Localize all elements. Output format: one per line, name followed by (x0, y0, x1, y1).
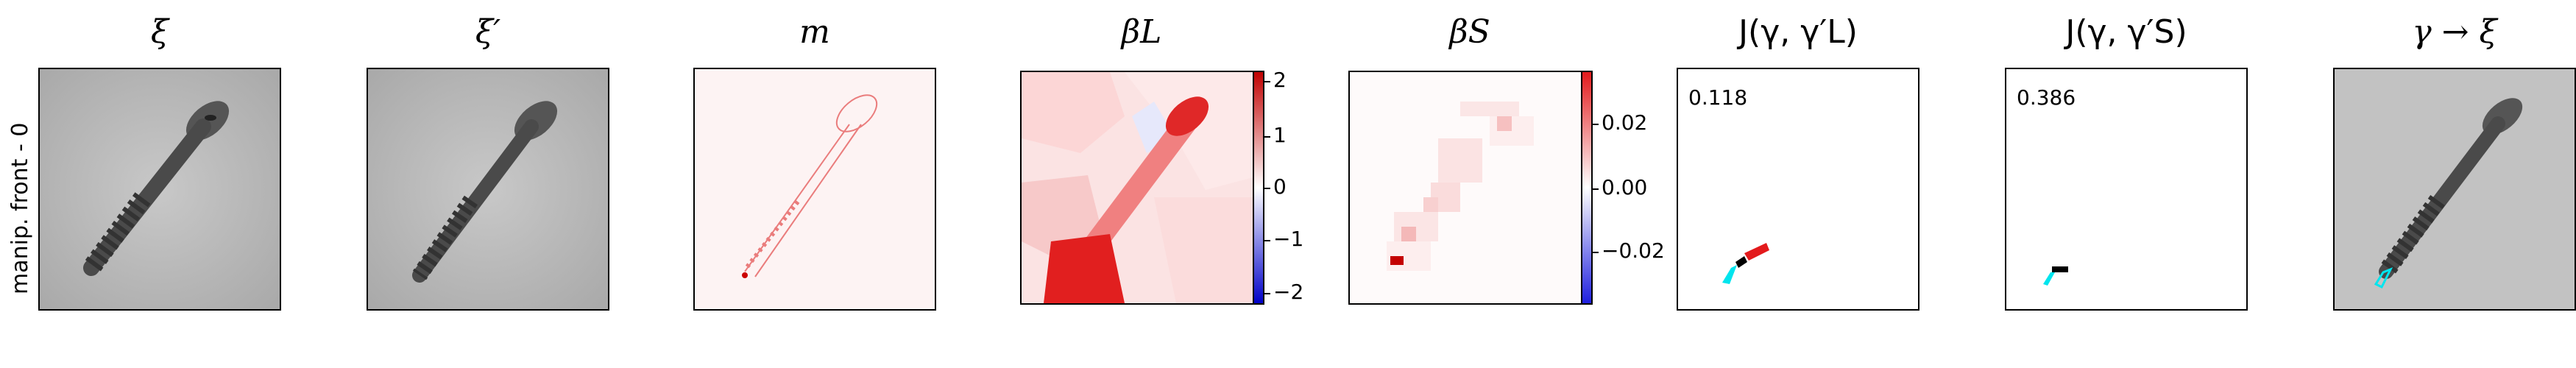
panel-title-xi-prime: ξ′ (475, 13, 501, 51)
screw-illustration (83, 101, 230, 276)
panel-jaccard-l: 0.118 (1677, 68, 1919, 311)
colorbar-beta-l (1253, 71, 1264, 305)
colorbar-tick: 1 (1273, 123, 1287, 147)
colorbar-tick: −0.02 (1602, 238, 1665, 263)
panel-title-beta-s: βS (1449, 13, 1490, 51)
panel-title-xi: ξ (150, 13, 169, 51)
panel-title-gamma-to-xi: γ → ξ (2412, 13, 2497, 51)
colorbar-tick: −1 (1273, 227, 1304, 251)
colorbar-tick: −2 (1273, 280, 1304, 304)
jaccard-score: 0.386 (2017, 85, 2076, 110)
panel-gamma-to-xi-image (2333, 68, 2576, 311)
panel-m-heatmap (693, 68, 936, 311)
colorbar-tick: 0.02 (1602, 110, 1648, 135)
colorbar-tick: 0.00 (1602, 175, 1648, 199)
panel-title-beta-l: βL (1121, 13, 1162, 51)
panel-title-jaccard-l: J(γ, γ′L) (1738, 13, 1858, 51)
colorbar-tick: 0 (1273, 174, 1287, 199)
panel-xi-image (38, 68, 281, 311)
panel-title-jaccard-s: J(γ, γ′S) (2065, 13, 2187, 51)
panel-title-m: m (799, 13, 830, 51)
panel-jaccard-s: 0.386 (2005, 68, 2248, 311)
colorbar-beta-s (1581, 71, 1593, 305)
panel-beta-s-heatmap (1348, 71, 1591, 305)
panel-beta-l-heatmap (1020, 71, 1263, 305)
row-label: manip. front - 0 (7, 122, 33, 294)
colorbar-tick: 2 (1273, 68, 1287, 92)
panel-xi-prime-image (367, 68, 609, 311)
jaccard-score: 0.118 (1688, 85, 1748, 110)
screw-illustration (412, 101, 558, 283)
